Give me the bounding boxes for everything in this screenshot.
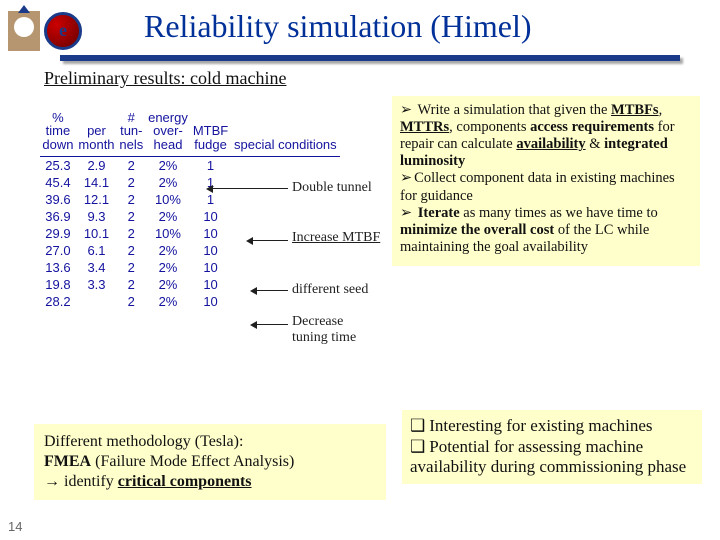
bullet-1-mtbfs: MTBFs bbox=[611, 102, 659, 118]
bullet-3-iterate: Iterate bbox=[418, 205, 460, 221]
logo-ball-icon: e bbox=[44, 12, 82, 50]
table-cell: 28.2 bbox=[40, 293, 76, 310]
logo: e bbox=[8, 8, 96, 53]
table-header: MTBF fudge bbox=[190, 96, 230, 156]
arrow-increase-mtbf bbox=[252, 240, 288, 241]
table-cell bbox=[231, 156, 340, 174]
label-increase-mtbf: Increase MTBF bbox=[292, 230, 380, 246]
table-cell: 6.1 bbox=[76, 242, 117, 259]
table-cell: 10 bbox=[190, 276, 230, 293]
method-line2: FMEA (Failure Mode Effect Analysis) bbox=[44, 452, 376, 472]
interest-1: Interesting for existing machines bbox=[410, 416, 694, 437]
table-cell: 2 bbox=[117, 276, 146, 293]
table-header: # tun- nels bbox=[117, 96, 146, 156]
table-cell: 10% bbox=[146, 225, 191, 242]
methodology-box: Different methodology (Tesla): FMEA (Fai… bbox=[34, 424, 386, 500]
slide-subtitle: Preliminary results: cold machine bbox=[44, 68, 286, 89]
results-table: % time down per month# tun- nelsenergy o… bbox=[40, 96, 340, 310]
bullet-1: Write a simulation that given the MTBFs,… bbox=[400, 102, 692, 170]
table-cell: 2 bbox=[117, 208, 146, 225]
table-cell: 2.9 bbox=[76, 156, 117, 174]
label-double-tunnel: Double tunnel bbox=[292, 180, 372, 196]
table-row: 25.32.922%1 bbox=[40, 156, 340, 174]
bullet-2: Collect component data in existing machi… bbox=[400, 170, 692, 204]
label-decrease-tuning: Decrease tuning time bbox=[292, 314, 356, 346]
table-cell bbox=[231, 259, 340, 276]
arrow-decrease-tuning bbox=[256, 324, 288, 325]
table-cell: 10 bbox=[190, 293, 230, 310]
table-header: % time down bbox=[40, 96, 76, 156]
table-cell: 10 bbox=[190, 259, 230, 276]
table-cell: 2% bbox=[146, 293, 191, 310]
table-cell bbox=[76, 293, 117, 310]
method-line3: → identify critical components bbox=[44, 472, 376, 492]
table-cell: 2 bbox=[117, 242, 146, 259]
table-cell: 2% bbox=[146, 208, 191, 225]
table-cell: 1 bbox=[190, 156, 230, 174]
table-cell: 2 bbox=[117, 191, 146, 208]
table-cell: 10 bbox=[190, 225, 230, 242]
arrow-different-seed bbox=[256, 290, 288, 291]
table-header: per month bbox=[76, 96, 117, 156]
bullet-3-minimize: minimize the overall cost bbox=[400, 222, 554, 238]
table-cell bbox=[231, 208, 340, 225]
interest-box: Interesting for existing machines Potent… bbox=[402, 410, 702, 484]
table-header: special conditions bbox=[231, 96, 340, 156]
interest-2: Potential for assessing machine availabi… bbox=[410, 437, 694, 478]
table-cell: 10% bbox=[146, 191, 191, 208]
table-cell: 10.1 bbox=[76, 225, 117, 242]
table-cell: 9.3 bbox=[76, 208, 117, 225]
table-row: 13.63.422%10 bbox=[40, 259, 340, 276]
table-row: 36.99.322%10 bbox=[40, 208, 340, 225]
arrow-double-tunnel bbox=[212, 188, 288, 189]
table-cell: 25.3 bbox=[40, 156, 76, 174]
table-cell: 3.4 bbox=[76, 259, 117, 276]
table-cell: 12.1 bbox=[76, 191, 117, 208]
table-cell: 19.8 bbox=[40, 276, 76, 293]
title-underline bbox=[60, 55, 680, 61]
table-header: energy over- head bbox=[146, 96, 191, 156]
table-cell: 36.9 bbox=[40, 208, 76, 225]
table-cell: 2% bbox=[146, 174, 191, 191]
table-cell: 2 bbox=[117, 259, 146, 276]
table-cell: 2% bbox=[146, 242, 191, 259]
slide-title: Reliability simulation (Himel) bbox=[144, 8, 532, 45]
label-different-seed: different seed bbox=[292, 282, 368, 298]
table-cell: 27.0 bbox=[40, 242, 76, 259]
table-cell: 2 bbox=[117, 225, 146, 242]
table-cell: 2% bbox=[146, 259, 191, 276]
table-cell: 2% bbox=[146, 276, 191, 293]
table-cell: 39.6 bbox=[40, 191, 76, 208]
table-cell: 13.6 bbox=[40, 259, 76, 276]
table-cell: 10 bbox=[190, 242, 230, 259]
table-cell: 1 bbox=[190, 191, 230, 208]
bullet-3: Iterate as many times as we have time to… bbox=[400, 205, 692, 256]
bullet-1-availability: availability bbox=[516, 136, 585, 152]
table-cell: 2 bbox=[117, 156, 146, 174]
logo-tower-icon bbox=[8, 11, 40, 51]
table-cell: 14.1 bbox=[76, 174, 117, 191]
table-cell: 2% bbox=[146, 156, 191, 174]
table-cell: 10 bbox=[190, 208, 230, 225]
page-number: 14 bbox=[8, 519, 22, 534]
table-cell: 2 bbox=[117, 293, 146, 310]
bullets-box: Write a simulation that given the MTBFs,… bbox=[392, 96, 700, 266]
bullet-1-text: Write a simulation that given the bbox=[418, 102, 612, 118]
bullet-1-mttrs: MTTRs bbox=[400, 119, 449, 135]
table-cell: 3.3 bbox=[76, 276, 117, 293]
bullet-1-access: access requirements bbox=[530, 119, 654, 135]
method-line1: Different methodology (Tesla): bbox=[44, 432, 376, 452]
table-cell: 2 bbox=[117, 174, 146, 191]
table-cell: 45.4 bbox=[40, 174, 76, 191]
table-cell: 29.9 bbox=[40, 225, 76, 242]
